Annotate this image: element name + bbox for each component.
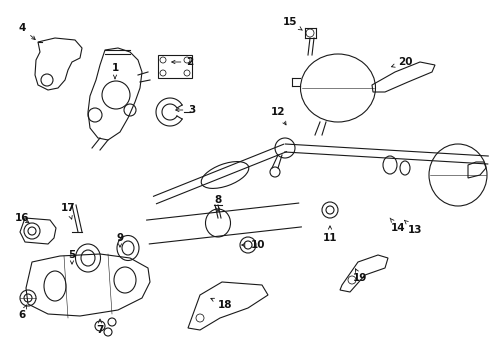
Text: 8: 8 [215, 195, 221, 211]
Text: 18: 18 [211, 298, 232, 310]
Text: 10: 10 [242, 240, 265, 250]
Text: 11: 11 [323, 226, 337, 243]
Text: 19: 19 [353, 269, 367, 283]
Text: 5: 5 [69, 250, 75, 264]
Text: 9: 9 [117, 233, 123, 247]
Text: 4: 4 [18, 23, 35, 40]
Text: 17: 17 [61, 203, 75, 219]
Text: 3: 3 [176, 105, 196, 115]
Text: 1: 1 [111, 63, 119, 79]
Text: 20: 20 [392, 57, 412, 67]
Text: 7: 7 [97, 319, 104, 335]
Text: 16: 16 [15, 213, 29, 223]
Text: 14: 14 [390, 218, 405, 233]
Text: 2: 2 [172, 57, 194, 67]
Text: 12: 12 [271, 107, 286, 125]
Text: 13: 13 [404, 220, 422, 235]
Text: 6: 6 [19, 305, 27, 320]
Text: 15: 15 [283, 17, 302, 30]
